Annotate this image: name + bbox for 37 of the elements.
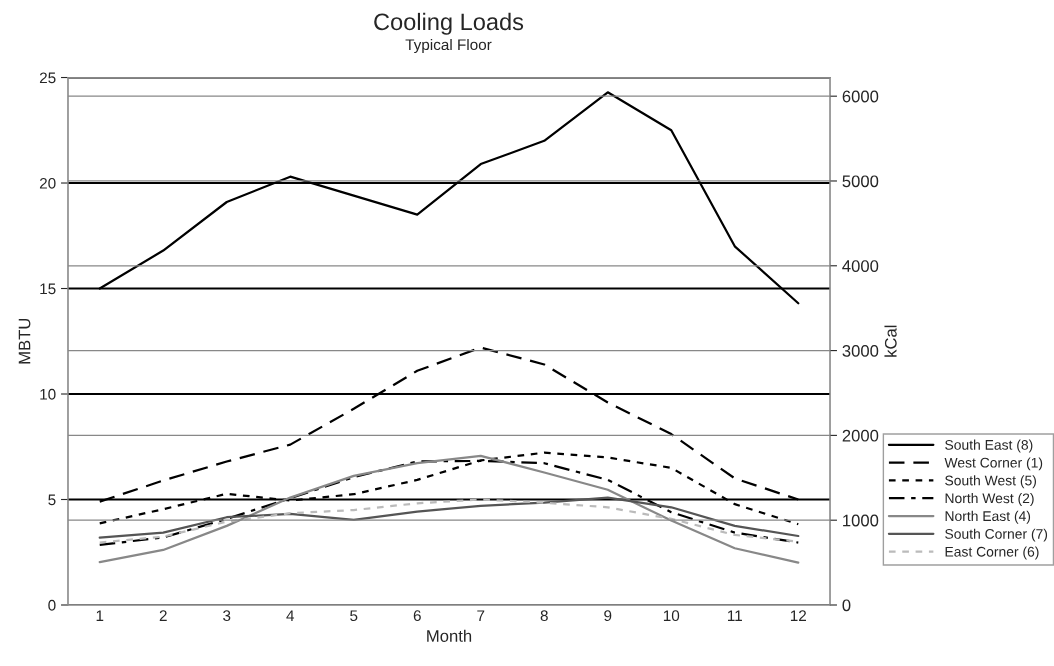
chart-subtitle: Typical Floor xyxy=(405,38,492,54)
y2-tick-label: 6000 xyxy=(842,90,879,103)
y-tick-label: 15 xyxy=(40,283,56,295)
legend-label: South West (5) xyxy=(945,475,1036,489)
y2-tick-label: 4000 xyxy=(842,260,879,272)
x-tick-label: 4 xyxy=(286,610,295,621)
y-tick-label: 0 xyxy=(48,599,56,611)
y-tick-label: 20 xyxy=(39,177,56,189)
y2-tick-label: 0 xyxy=(842,599,851,612)
x-tick-label: 10 xyxy=(663,610,680,622)
y-tick-label: 25 xyxy=(39,72,56,84)
y2-axis-title: kCal xyxy=(884,325,897,357)
x-tick-label: 3 xyxy=(223,610,231,622)
x-axis-title: Month xyxy=(427,629,472,642)
chart-title: Cooling Loads xyxy=(374,12,524,35)
y2-tick-label: 3000 xyxy=(842,344,879,357)
y-axis-title: MBTU xyxy=(18,318,31,364)
y-tick-label: 5 xyxy=(48,494,56,506)
y-tick-label: 10 xyxy=(40,388,56,400)
x-tick-label: 5 xyxy=(350,610,358,622)
legend-label: North East (4) xyxy=(945,510,1031,524)
legend-label: North West (2) xyxy=(945,493,1034,506)
x-tick-label: 11 xyxy=(728,610,742,621)
legend-label: South Corner (7) xyxy=(945,528,1048,542)
x-tick-label: 12 xyxy=(790,610,806,621)
x-tick-label: 6 xyxy=(413,610,421,622)
legend-label: East Corner (6) xyxy=(945,546,1039,560)
x-tick-label: 2 xyxy=(159,610,167,621)
legend-label: South East (8) xyxy=(945,439,1033,453)
legend-label: West Corner (1) xyxy=(944,457,1043,471)
y2-tick-label: 5000 xyxy=(842,175,879,188)
x-tick-label: 8 xyxy=(540,610,548,622)
y2-tick-label: 1000 xyxy=(843,514,879,527)
y2-tick-label: 2000 xyxy=(842,429,879,442)
x-tick-label: 1 xyxy=(96,610,104,621)
x-tick-label: 9 xyxy=(604,610,612,622)
x-tick-label: 7 xyxy=(477,610,485,621)
